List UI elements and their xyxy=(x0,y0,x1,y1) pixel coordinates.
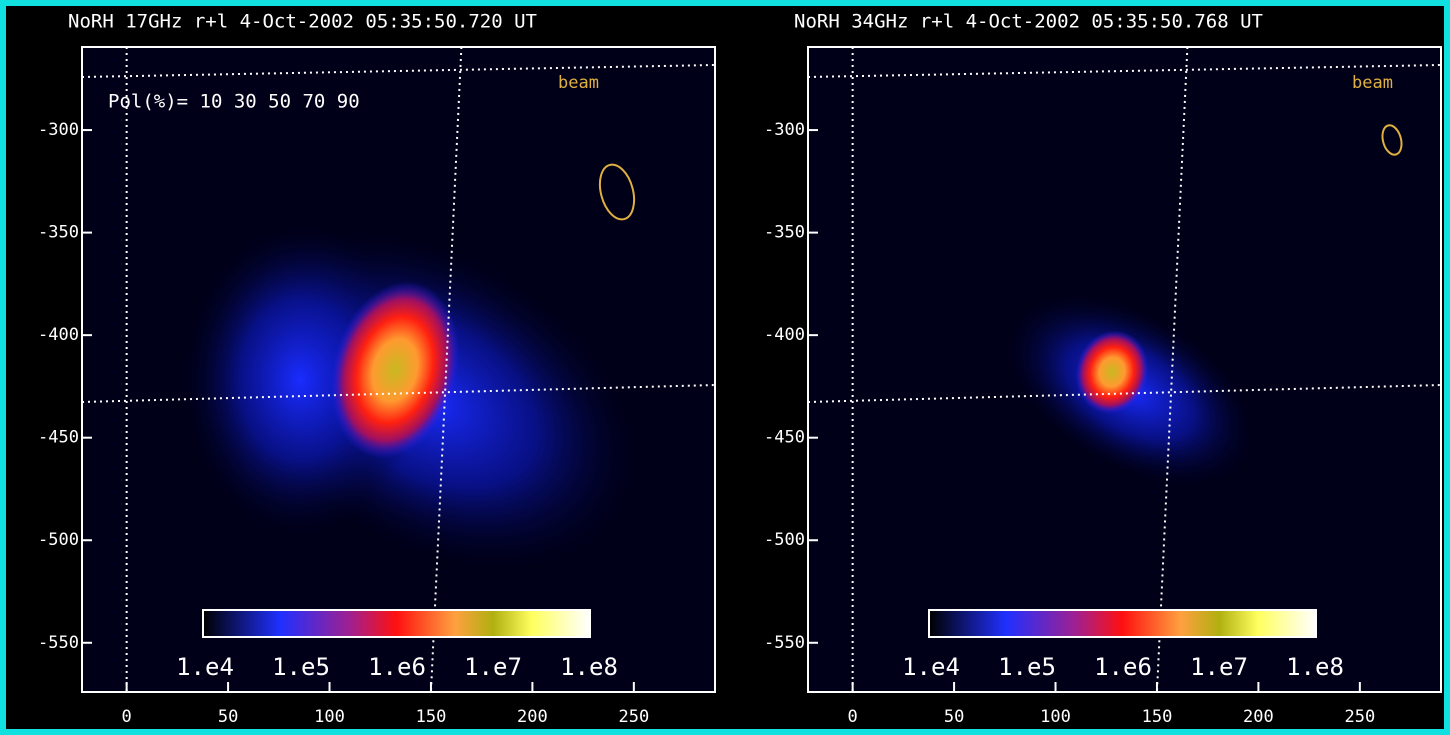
y-tick-label: -400 xyxy=(764,325,805,345)
x-tick-label: 150 xyxy=(416,707,447,727)
x-tick-label: 50 xyxy=(944,707,964,727)
colorbar-label: 1.e6 xyxy=(368,653,426,681)
y-tick-label: -350 xyxy=(38,223,79,243)
y-tick-label: -550 xyxy=(764,633,805,653)
y-tick-label: -450 xyxy=(38,428,79,448)
colorbar-label: 1.e5 xyxy=(998,653,1056,681)
x-tick-label: 200 xyxy=(1243,707,1274,727)
colorbar-label: 1.e4 xyxy=(176,653,234,681)
x-tick-label: 250 xyxy=(618,707,649,727)
annotation: Pol(%)= 10 30 50 70 90 xyxy=(108,91,360,113)
beam-label: beam xyxy=(1352,73,1393,93)
title: NoRH 34GHz r+l 4-Oct-2002 05:35:50.768 U… xyxy=(794,11,1263,33)
figure: NoRH 17GHz r+l 4-Oct-2002 05:35:50.720 U… xyxy=(0,0,1450,735)
colorbar-label: 1.e4 xyxy=(902,653,960,681)
colorbar xyxy=(929,610,1316,637)
x-tick-label: 250 xyxy=(1344,707,1375,727)
y-tick-label: -450 xyxy=(764,428,805,448)
x-tick-label: 50 xyxy=(218,707,238,727)
y-tick-label: -300 xyxy=(764,120,805,140)
y-tick-label: -500 xyxy=(38,530,79,550)
y-tick-label: -500 xyxy=(764,530,805,550)
y-tick-label: -350 xyxy=(764,223,805,243)
y-tick-label: -400 xyxy=(38,325,79,345)
beam-label: beam xyxy=(558,73,599,93)
page: {"chart_data":[ {"type":"image","title":… xyxy=(0,0,1450,735)
x-tick-label: 0 xyxy=(122,707,132,727)
x-tick-label: 100 xyxy=(314,707,345,727)
x-tick-label: 150 xyxy=(1142,707,1173,727)
colorbar-label: 1.e7 xyxy=(1190,653,1248,681)
y-tick-label: -300 xyxy=(38,120,79,140)
x-tick-label: 200 xyxy=(517,707,548,727)
colorbar xyxy=(203,610,590,637)
colorbar-label: 1.e6 xyxy=(1094,653,1152,681)
colorbar-label: 1.e8 xyxy=(1286,653,1344,681)
x-tick-label: 100 xyxy=(1040,707,1071,727)
title: NoRH 17GHz r+l 4-Oct-2002 05:35:50.720 U… xyxy=(68,11,537,33)
colorbar-label: 1.e7 xyxy=(464,653,522,681)
y-tick-label: -550 xyxy=(38,633,79,653)
colorbar-label: 1.e5 xyxy=(272,653,330,681)
colorbar-label: 1.e8 xyxy=(560,653,618,681)
x-tick-label: 0 xyxy=(848,707,858,727)
